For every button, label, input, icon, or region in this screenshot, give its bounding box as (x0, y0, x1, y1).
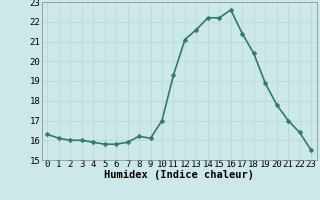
X-axis label: Humidex (Indice chaleur): Humidex (Indice chaleur) (104, 170, 254, 180)
